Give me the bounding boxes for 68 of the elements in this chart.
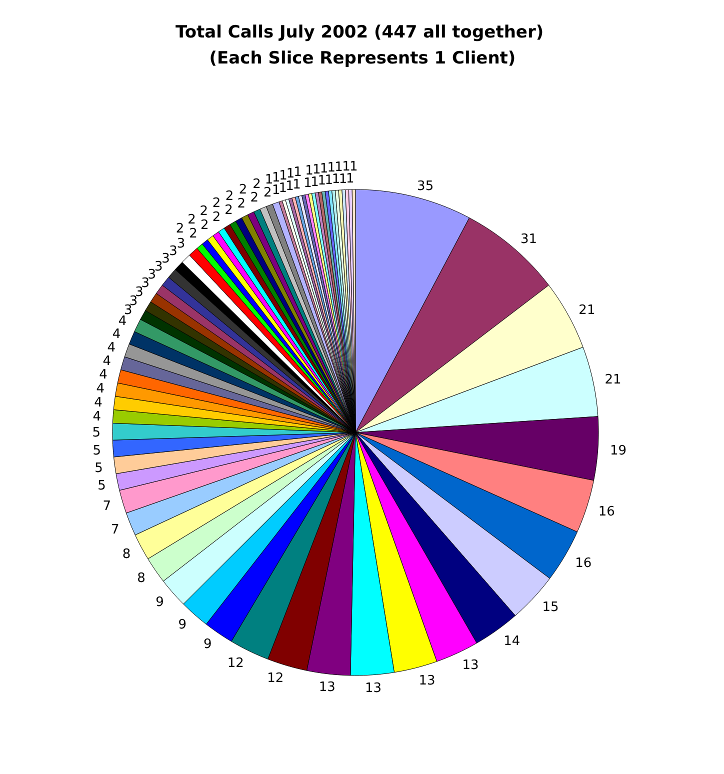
data-label: 5 (98, 478, 106, 494)
data-label: 2 (225, 188, 234, 204)
data-label: 9 (178, 617, 187, 632)
data-label: 2 (189, 226, 198, 242)
data-label: 7 (102, 499, 112, 514)
data-label: 3 (154, 260, 163, 275)
data-label: 31 (520, 232, 538, 248)
data-label: 16 (575, 556, 592, 572)
data-label: 9 (203, 637, 212, 652)
data-label: 35 (417, 179, 434, 194)
data-label: 3 (162, 252, 170, 267)
data-label: 2 (200, 204, 208, 219)
data-label: 12 (227, 656, 244, 671)
data-label: 2 (250, 190, 259, 206)
data-label: 3 (141, 276, 150, 292)
data-label: 3 (148, 268, 156, 283)
data-label: 1 (278, 180, 288, 196)
data-label: 3 (135, 284, 144, 300)
data-label: 13 (364, 680, 382, 696)
data-label: 4 (118, 314, 127, 330)
data-label: 4 (112, 327, 121, 342)
data-label: 12 (267, 671, 284, 686)
data-label: 4 (92, 410, 102, 425)
data-label: 16 (598, 504, 615, 520)
data-label: 15 (542, 600, 559, 616)
data-label: 13 (418, 674, 436, 689)
data-label: 19 (610, 443, 626, 458)
data-label: 2 (238, 182, 248, 198)
data-label: 1 (272, 170, 280, 186)
data-label: 21 (604, 372, 622, 388)
data-label: 1 (292, 177, 301, 192)
data-label: 1 (279, 168, 288, 184)
data-label: 1 (294, 164, 302, 180)
chart-title: Total Calls July 2002 (447 all together) (Each Slice Represents 1 Client) (175, 22, 544, 68)
data-label: 5 (92, 426, 101, 441)
data-label: 2 (188, 212, 196, 228)
data-label: 1 (310, 174, 319, 190)
data-label: 2 (212, 210, 221, 226)
data-label: 1 (286, 179, 294, 194)
data-label: 21 (578, 303, 596, 318)
data-label: 3 (124, 303, 132, 318)
data-label: 1 (286, 166, 295, 182)
data-label: 1 (338, 172, 348, 187)
data-label: 4 (94, 395, 102, 410)
data-label: 3 (176, 236, 186, 252)
data-label: 4 (102, 354, 112, 369)
data-label: 4 (107, 340, 116, 356)
data-label: 2 (176, 222, 184, 237)
data-label: 5 (92, 443, 102, 458)
data-label: 1 (264, 172, 274, 188)
data-label: 2 (237, 196, 246, 212)
data-label: 2 (200, 218, 209, 233)
data-label: 14 (504, 634, 520, 650)
data-label: 4 (99, 368, 108, 383)
data-label: 2 (212, 196, 221, 212)
data-label: 7 (111, 522, 120, 538)
data-label: 8 (137, 571, 146, 586)
data-label: 3 (169, 244, 178, 260)
data-label: 2 (252, 176, 261, 192)
data-label: 13 (318, 680, 336, 695)
data-label: 1 (272, 182, 280, 198)
data-label: 8 (122, 546, 131, 562)
data-label: 9 (156, 594, 164, 610)
data-label: 5 (94, 461, 103, 476)
data-label: 2 (264, 186, 272, 201)
data-label: 2 (224, 202, 233, 218)
data-label: 4 (96, 381, 105, 396)
data-label: 13 (462, 658, 479, 674)
